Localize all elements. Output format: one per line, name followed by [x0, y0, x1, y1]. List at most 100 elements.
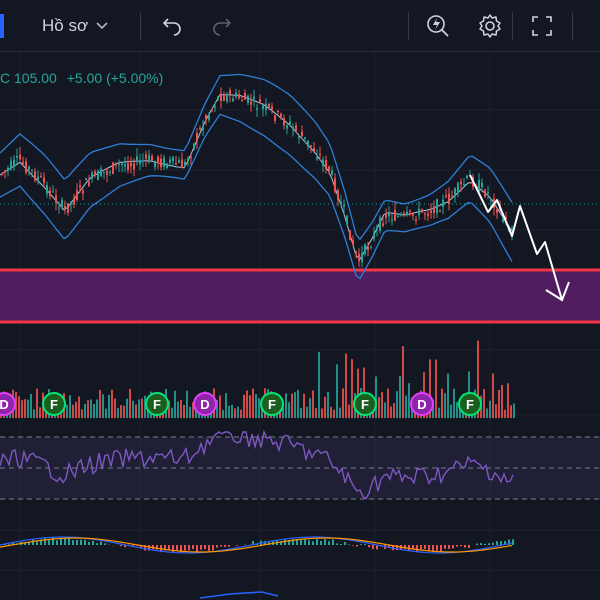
volume-bar [405, 395, 407, 418]
event-marker-circle [458, 392, 482, 416]
event-marker-d[interactable]: D [193, 392, 217, 416]
volume-bar [399, 376, 401, 418]
macd-histogram-bar [404, 545, 406, 549]
volume-bar [390, 406, 392, 418]
candle-body [139, 160, 141, 164]
macd-histogram-bar [120, 545, 122, 547]
event-marker-f[interactable]: F [42, 392, 66, 416]
macd-histogram-bar [184, 545, 186, 551]
candle-body [16, 156, 18, 158]
macd-histogram-bar [500, 541, 502, 545]
volume-bar [228, 405, 230, 418]
candle-body [418, 208, 420, 216]
candle-body [73, 198, 75, 205]
candle-body [295, 125, 297, 131]
candle-body [133, 163, 135, 170]
volume-bar [222, 409, 224, 418]
chart-grid [0, 52, 600, 600]
candle-body [67, 203, 69, 213]
candle-body [184, 161, 186, 166]
macd-histogram-bar [172, 545, 174, 553]
candle-body [250, 101, 252, 105]
profile-dropdown[interactable]: Hồ sơ [30, 10, 120, 42]
volume-bar [453, 388, 455, 418]
volume-bar [66, 404, 68, 418]
macd-histogram-bar [308, 540, 310, 545]
event-marker-f[interactable]: F [353, 392, 377, 416]
candle-body [328, 166, 330, 171]
macd-histogram-bar [312, 541, 314, 545]
candle-body [187, 158, 189, 162]
event-marker-label: F [466, 397, 474, 412]
volume-bar [111, 389, 113, 418]
event-marker-f[interactable]: F [145, 392, 169, 416]
volume-bar [33, 409, 35, 418]
volume-bar [513, 403, 515, 418]
macd-histogram-bar [60, 538, 62, 545]
candle-body [268, 103, 270, 108]
macd-histogram-bar [448, 545, 450, 549]
macd-histogram-bar [4, 544, 6, 545]
settings-button[interactable] [474, 10, 506, 42]
event-marker-f[interactable]: F [260, 392, 284, 416]
candle-body [409, 210, 411, 212]
volume-bar [300, 408, 302, 418]
undo-button[interactable] [156, 10, 188, 42]
volume-bar [312, 390, 314, 418]
volume-bar [501, 385, 503, 418]
macd-histogram-bar [72, 540, 74, 545]
macd-histogram-bar [104, 543, 106, 545]
toolbar-accent [0, 14, 4, 38]
candle-body [289, 121, 291, 125]
candle-body [22, 161, 24, 164]
candle-body [163, 157, 165, 167]
support-zone [0, 270, 600, 322]
macd-histogram-bar [180, 545, 182, 553]
candle-body [88, 181, 90, 186]
volume-bar [492, 373, 494, 418]
macd-histogram-bar [420, 545, 422, 550]
volume-bar [333, 409, 335, 418]
candle-body [94, 171, 96, 176]
macd-histogram-bar [300, 539, 302, 545]
macd-histogram-bar [352, 545, 354, 546]
legend-change: +5.00 [66, 70, 103, 86]
macd-histogram-bar [316, 539, 318, 545]
volume-bar [21, 400, 23, 418]
volume-bar [441, 388, 443, 418]
event-marker-circle [410, 392, 434, 416]
volume-bar [117, 407, 119, 418]
redo-button[interactable] [206, 10, 238, 42]
event-marker-d[interactable]: D [0, 392, 16, 416]
candle-body [346, 215, 348, 225]
candle-body [145, 154, 147, 159]
quick-search-button[interactable] [422, 10, 454, 42]
macd-histogram-bar [396, 545, 398, 551]
event-marker-f[interactable]: F [458, 392, 482, 416]
candle-body [334, 178, 336, 192]
macd-histogram-bar [372, 545, 374, 549]
profile-label: Hồ sơ [42, 16, 89, 35]
candle-body [70, 202, 72, 204]
candle-body [205, 115, 207, 120]
candle-body [115, 162, 117, 165]
candle-body [226, 93, 228, 102]
candle-body [277, 111, 279, 112]
candle-body [427, 213, 429, 216]
macd-histogram-bar [492, 542, 494, 545]
candle-body [304, 137, 306, 139]
candle-body [253, 96, 255, 99]
event-marker-d[interactable]: D [410, 392, 434, 416]
volume-bar [216, 399, 218, 418]
candle-body [13, 159, 15, 167]
macd-histogram-bar [504, 541, 506, 545]
candle-body [4, 170, 6, 172]
legend-price: 105.00 [14, 70, 57, 86]
candle-body [235, 92, 237, 97]
gear-icon [479, 14, 501, 38]
bollinger-upper [0, 73, 513, 241]
macd-histogram-bar [168, 545, 170, 550]
candle-body [325, 160, 327, 169]
fullscreen-button[interactable] [526, 10, 558, 42]
